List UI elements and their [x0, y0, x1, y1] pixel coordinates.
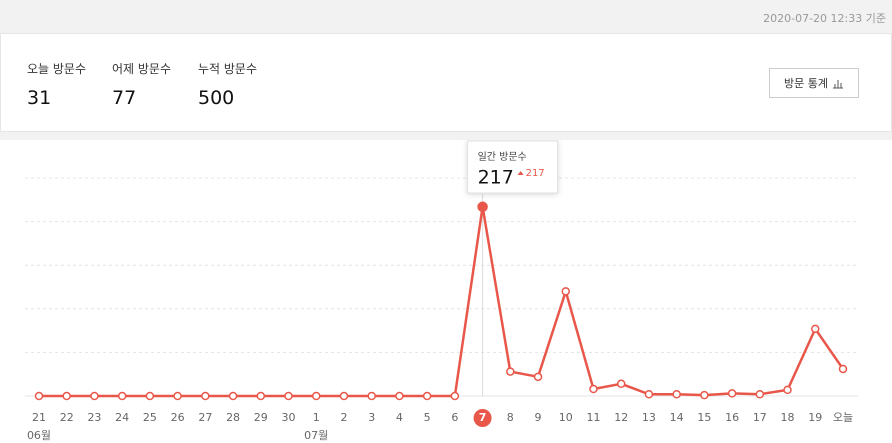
x-tick-label: 23 — [87, 411, 101, 424]
point — [727, 389, 737, 398]
point — [616, 379, 626, 389]
stat: 누적 방문수 500 — [198, 60, 257, 109]
stat: 어제 방문수 77 — [112, 60, 171, 109]
point — [395, 391, 404, 401]
month-label: 07월 — [304, 429, 328, 442]
x-tick-label: 25 — [143, 411, 157, 424]
tooltip-title: 일간 방문수 — [478, 151, 527, 163]
point — [228, 391, 238, 401]
month-label: 06월 — [27, 429, 51, 442]
point — [561, 287, 571, 296]
point — [506, 367, 515, 376]
x-tick-label: 18 — [781, 411, 795, 424]
tooltip-box — [467, 140, 559, 194]
point — [284, 391, 293, 401]
x-tick-label: 14 — [670, 411, 684, 424]
x-tick-label: 17 — [753, 411, 767, 424]
point — [811, 324, 820, 334]
x-tick-label: 19 — [808, 411, 822, 424]
x-tick-label: 27 — [198, 411, 212, 424]
point — [145, 391, 155, 401]
x-tick-label: 26 — [171, 411, 185, 424]
stat-label: 누적 방문수 — [198, 62, 258, 76]
point — [700, 390, 709, 400]
timestamp: 2020-07-20 12:33 기준 — [763, 12, 886, 25]
point — [422, 391, 432, 401]
point — [477, 201, 488, 213]
x-tick-label: 12 — [614, 411, 628, 424]
point — [589, 384, 598, 394]
point — [311, 391, 321, 401]
x-tick-label: 9 — [535, 411, 542, 424]
x-tick-label: 2 — [340, 411, 347, 424]
x-tick-label: 30 — [282, 411, 296, 424]
stats-button[interactable]: 방문 통계 — [769, 68, 859, 98]
stat-value: 77 — [112, 87, 137, 109]
stat-label: 어제 방문수 — [112, 62, 172, 76]
x-tick-label: 3 — [368, 411, 375, 424]
point — [755, 390, 765, 399]
point — [672, 390, 681, 399]
x-tick-label: 15 — [697, 411, 711, 424]
x-tick-label: 13 — [642, 411, 656, 424]
point — [173, 391, 182, 401]
x-tick-label: 16 — [725, 411, 739, 424]
point — [783, 385, 792, 395]
top-bar: 2020-07-20 12:33 기준 — [0, 0, 892, 32]
x-tick-label: 21 — [32, 411, 46, 424]
point — [450, 391, 460, 401]
x-tick-label: 28 — [226, 411, 240, 424]
point — [838, 364, 848, 374]
stats-card: 오늘 방문수 31 어제 방문수 77 누적 방문수 500 방문 통계 — [0, 33, 892, 132]
change-arrow — [517, 171, 524, 175]
point — [90, 391, 99, 401]
point — [117, 391, 127, 401]
x-tick-label: 22 — [60, 411, 74, 424]
x-tick-label: 5 — [424, 411, 431, 424]
stat-value: 31 — [27, 87, 52, 109]
x-tick-label: 오늘 — [833, 411, 853, 424]
x-tick-label: 11 — [586, 411, 600, 424]
tooltip-value: 217 — [478, 167, 514, 189]
x-tick-label: 8 — [507, 411, 514, 424]
point — [62, 391, 71, 401]
button-label: 방문 통계 — [784, 77, 828, 90]
chart-icon — [832, 79, 843, 88]
stat-label: 오늘 방문수 — [27, 62, 87, 76]
x-tick-label: 7 — [479, 411, 487, 424]
x-tick-label: 6 — [451, 411, 458, 424]
point — [256, 391, 266, 401]
selected-badge — [473, 409, 492, 427]
stat-value: 500 — [198, 87, 235, 109]
x-tick-label: 10 — [559, 411, 573, 424]
point — [644, 390, 654, 399]
point — [367, 391, 376, 401]
point — [533, 372, 543, 382]
x-tick-label: 4 — [396, 411, 403, 424]
stat: 오늘 방문수 31 — [27, 60, 86, 109]
tooltip: 일간 방문수 217 217 — [467, 140, 559, 194]
x-tick-label: 24 — [115, 411, 129, 424]
tooltip-change: 217 — [526, 168, 545, 179]
x-tick-label: 29 — [254, 411, 268, 424]
point — [201, 391, 210, 401]
x-tick-label: 1 — [313, 411, 320, 424]
point — [34, 391, 44, 401]
line — [39, 205, 845, 398]
point — [339, 391, 349, 401]
